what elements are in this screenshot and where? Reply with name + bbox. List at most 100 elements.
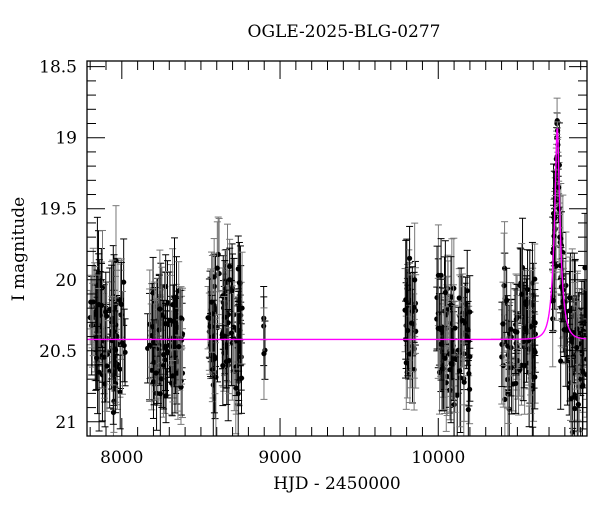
y-axis-label: I magnitude — [9, 196, 29, 302]
data-point — [561, 327, 567, 333]
data-point — [170, 302, 176, 308]
observing-season — [144, 237, 187, 436]
data-point — [567, 308, 573, 314]
data-point — [513, 380, 519, 386]
plot-frame — [86, 60, 588, 437]
data-point — [579, 351, 585, 357]
data-point — [208, 299, 215, 305]
data-point — [569, 335, 575, 342]
data-point — [170, 373, 176, 379]
data-point — [451, 401, 457, 408]
data-point — [447, 367, 453, 373]
data-point — [150, 379, 157, 385]
observing-season — [498, 217, 539, 436]
data-point — [121, 342, 127, 349]
data-point — [454, 392, 460, 398]
data-points-group — [87, 97, 587, 436]
data-point — [162, 344, 169, 350]
data-point — [500, 321, 506, 327]
data-point — [171, 294, 178, 300]
data-point — [568, 396, 574, 402]
data-point — [509, 365, 515, 371]
data-point — [98, 302, 105, 309]
observing-season — [433, 224, 474, 436]
data-point — [531, 347, 537, 353]
data-point — [575, 401, 581, 408]
data-point — [236, 280, 243, 286]
data-point — [405, 327, 411, 334]
data-point — [448, 361, 454, 367]
data-point — [164, 348, 171, 355]
data-point — [214, 265, 220, 271]
data-point — [122, 349, 128, 355]
data-point — [211, 353, 218, 360]
data-point — [118, 301, 124, 308]
observing-season — [401, 222, 420, 411]
data-point — [438, 327, 444, 333]
data-point — [99, 285, 106, 291]
data-point — [582, 265, 587, 271]
data-point — [442, 289, 448, 296]
data-point — [231, 324, 237, 330]
x-tick-label: 9000 — [258, 448, 301, 468]
data-point — [504, 297, 510, 303]
data-point — [508, 326, 514, 332]
observing-season — [260, 286, 269, 400]
observing-season — [87, 205, 129, 436]
data-point — [442, 355, 448, 361]
data-point — [517, 367, 523, 373]
y-tick-label: 19.5 — [39, 200, 77, 220]
data-point — [466, 371, 472, 377]
data-point — [228, 330, 235, 336]
data-point — [532, 374, 538, 380]
data-point — [558, 358, 564, 364]
data-point — [532, 319, 538, 326]
model-fit-curve — [87, 128, 587, 341]
data-point — [452, 356, 458, 362]
data-point — [411, 304, 417, 310]
data-point — [528, 323, 534, 330]
data-point — [465, 406, 471, 413]
data-point — [156, 327, 162, 333]
data-point — [157, 391, 163, 397]
data-point — [157, 306, 163, 312]
data-point — [501, 283, 507, 289]
chart-title: OGLE-2025-BLG-0277 — [247, 22, 441, 42]
data-point — [523, 301, 529, 308]
x-axis-label: HJD - 2450000 — [273, 474, 401, 494]
data-point — [403, 297, 409, 303]
y-tick-label: 20 — [55, 271, 77, 291]
data-point — [238, 354, 244, 360]
data-point — [103, 309, 109, 315]
data-point — [499, 341, 505, 347]
y-tick-label: 18.5 — [39, 58, 77, 78]
data-point — [574, 344, 580, 351]
data-point — [178, 384, 184, 390]
data-point — [209, 334, 215, 340]
data-point — [169, 380, 175, 386]
data-point — [160, 352, 167, 358]
data-point — [151, 359, 157, 365]
y-tick-label: 20.5 — [39, 342, 77, 362]
data-point — [456, 295, 462, 301]
data-point — [584, 372, 587, 378]
data-point — [439, 366, 445, 372]
y-tick-label: 21 — [55, 413, 77, 433]
data-point — [239, 305, 245, 311]
data-point — [572, 405, 578, 412]
data-point — [551, 297, 557, 304]
data-point — [88, 299, 94, 305]
data-point — [94, 355, 100, 361]
data-point — [117, 389, 123, 395]
data-point — [457, 368, 463, 374]
data-point — [438, 272, 444, 278]
data-point — [459, 317, 466, 324]
data-point — [229, 288, 235, 294]
y-tick-label: 19 — [55, 129, 77, 149]
x-tick-label: 10000 — [411, 448, 465, 468]
data-point — [104, 363, 110, 369]
data-point — [412, 277, 418, 283]
data-point — [512, 328, 518, 334]
data-point — [102, 381, 108, 387]
